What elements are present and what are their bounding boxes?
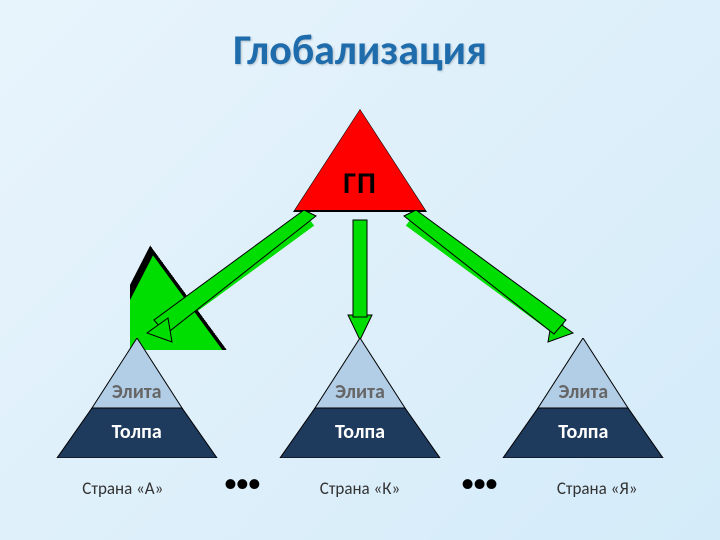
pyramid-ya: Элита Толпа (488, 338, 678, 458)
crowd-label: Толпа (335, 420, 385, 444)
elite-label: Элита (112, 380, 162, 404)
pyramid-k: Элита Толпа (265, 338, 455, 458)
top-triangle-label: ГП (343, 165, 377, 202)
captions-row: Страна «А» ••• Страна «К» ••• Страна «Я» (0, 478, 720, 499)
pyramid-a: Элита Толпа (42, 338, 232, 458)
arrow-left-redraw (130, 210, 330, 350)
elite-label: Элита (558, 380, 608, 404)
crowd-label: Толпа (558, 420, 608, 444)
crowd-label: Толпа (112, 420, 162, 444)
page-title: Глобализация (233, 25, 487, 76)
pyramids-row: Элита Толпа Элита Толпа Элита Толпа (0, 338, 720, 458)
caption-a: Страна «А» (28, 478, 218, 499)
caption-ya: Страна «Я» (502, 478, 692, 499)
caption-k: Страна «К» (265, 478, 455, 499)
arrow-right (390, 210, 590, 350)
top-triangle: ГП (295, 110, 425, 210)
arrow-center (340, 215, 380, 345)
elite-label: Элита (335, 380, 385, 404)
